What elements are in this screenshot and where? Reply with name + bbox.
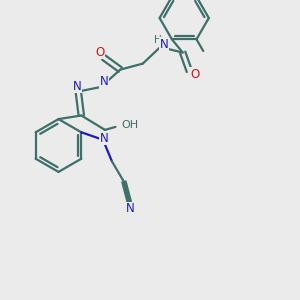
Text: O: O [190,68,199,81]
Text: H: H [154,35,162,46]
Text: OH: OH [122,120,139,130]
Text: N: N [126,202,135,215]
Text: N: N [159,38,168,51]
Text: O: O [96,46,105,59]
Text: N: N [72,80,81,93]
Text: N: N [99,75,108,88]
Text: N: N [100,132,109,145]
